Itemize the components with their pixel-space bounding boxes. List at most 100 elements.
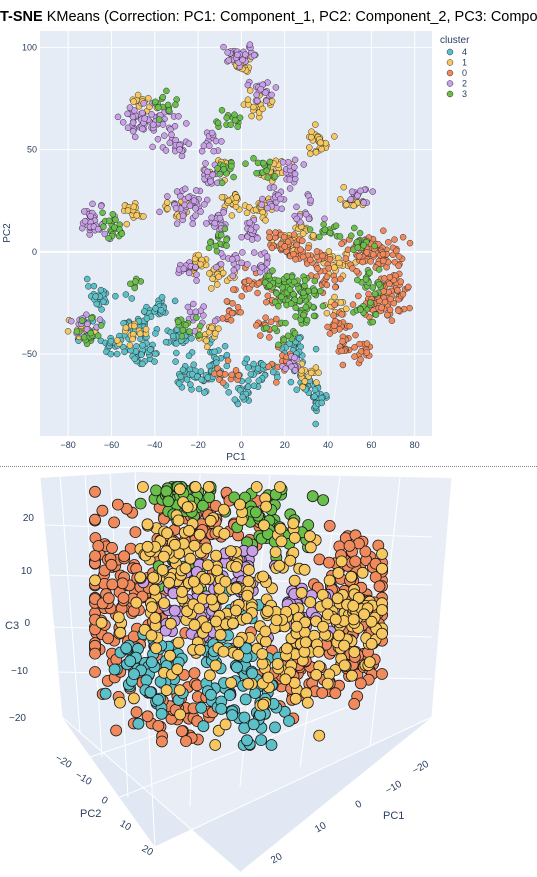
data-point[interactable] (78, 317, 86, 324)
3d-data-point[interactable] (155, 707, 168, 720)
data-point[interactable] (159, 121, 167, 128)
data-point[interactable] (64, 328, 72, 335)
data-point[interactable] (318, 399, 326, 407)
data-point[interactable] (195, 385, 203, 393)
data-point[interactable] (307, 369, 315, 377)
3d-data-point[interactable] (134, 571, 147, 584)
data-point[interactable] (190, 300, 197, 308)
3d-data-point[interactable] (257, 698, 270, 711)
data-point[interactable] (321, 226, 329, 234)
data-point[interactable] (369, 318, 377, 326)
data-point[interactable] (136, 330, 144, 337)
3d-data-point[interactable] (232, 648, 245, 661)
data-point[interactable] (250, 155, 257, 162)
data-point[interactable] (207, 178, 214, 185)
data-point[interactable] (190, 361, 197, 368)
3d-data-point[interactable] (323, 556, 335, 569)
data-point[interactable] (311, 277, 319, 285)
data-point[interactable] (242, 51, 249, 58)
data-point[interactable] (73, 328, 81, 335)
3d-data-point[interactable] (197, 720, 210, 733)
data-point[interactable] (263, 298, 270, 306)
3d-data-point[interactable] (105, 558, 118, 571)
data-point[interactable] (340, 183, 347, 191)
data-point[interactable] (301, 378, 309, 385)
data-point[interactable] (152, 305, 159, 312)
data-point[interactable] (351, 224, 358, 232)
3d-data-point[interactable] (316, 687, 329, 699)
3d-data-point[interactable] (181, 501, 194, 513)
data-point[interactable] (99, 209, 106, 217)
data-point[interactable] (271, 173, 279, 180)
data-point[interactable] (216, 370, 223, 377)
data-point[interactable] (254, 97, 261, 105)
data-point[interactable] (205, 244, 213, 252)
data-point[interactable] (123, 220, 131, 228)
data-point[interactable] (204, 168, 211, 176)
data-point[interactable] (185, 269, 193, 277)
3d-data-point[interactable] (173, 684, 186, 697)
data-point[interactable] (338, 311, 345, 318)
data-point[interactable] (197, 260, 204, 268)
data-point[interactable] (216, 214, 224, 222)
data-point[interactable] (323, 281, 331, 289)
data-point[interactable] (225, 389, 232, 396)
data-point[interactable] (293, 241, 300, 249)
3d-data-point[interactable] (195, 701, 208, 714)
data-point[interactable] (369, 284, 377, 291)
data-point[interactable] (106, 217, 113, 225)
3d-data-point[interactable] (273, 559, 286, 572)
3d-data-point[interactable] (270, 614, 283, 627)
data-point[interactable] (195, 251, 202, 259)
data-point[interactable] (223, 298, 231, 305)
data-point[interactable] (302, 210, 310, 218)
data-point[interactable] (172, 205, 180, 212)
data-point[interactable] (299, 383, 307, 391)
data-point[interactable] (184, 303, 192, 311)
data-point[interactable] (81, 217, 89, 225)
3d-data-point[interactable] (128, 668, 140, 681)
3d-data-point[interactable] (134, 497, 147, 510)
data-point[interactable] (367, 299, 374, 306)
3d-data-point[interactable] (338, 639, 351, 652)
data-point[interactable] (83, 275, 91, 283)
3d-data-point[interactable] (269, 721, 281, 734)
data-point[interactable] (163, 199, 171, 206)
3d-data-point[interactable] (348, 697, 361, 710)
data-point[interactable] (297, 246, 304, 253)
3d-data-point[interactable] (132, 717, 145, 730)
3d-data-point[interactable] (145, 656, 158, 669)
3d-data-point[interactable] (110, 724, 122, 737)
3d-data-point[interactable] (289, 692, 302, 705)
3d-data-point[interactable] (376, 668, 388, 680)
data-point[interactable] (219, 269, 227, 277)
data-point[interactable] (164, 193, 171, 200)
series-cluster-3[interactable] (73, 87, 384, 349)
3d-data-point[interactable] (129, 526, 142, 538)
data-point[interactable] (90, 282, 98, 290)
data-point[interactable] (299, 237, 306, 245)
data-point[interactable] (229, 300, 236, 307)
data-point[interactable] (254, 289, 261, 297)
data-point[interactable] (234, 400, 242, 408)
3d-data-point[interactable] (332, 629, 345, 642)
data-point[interactable] (309, 232, 317, 239)
3d-data-point[interactable] (193, 602, 206, 615)
3d-data-point[interactable] (130, 596, 143, 609)
data-point[interactable] (100, 298, 107, 306)
3d-data-point[interactable] (180, 735, 192, 748)
data-point[interactable] (224, 357, 232, 364)
3d-data-point[interactable] (257, 570, 270, 583)
data-point[interactable] (359, 258, 366, 266)
data-point[interactable] (311, 287, 318, 295)
data-point[interactable] (306, 256, 314, 264)
data-point[interactable] (203, 337, 210, 345)
data-point[interactable] (217, 231, 225, 239)
data-point[interactable] (93, 300, 100, 308)
3d-data-point[interactable] (89, 513, 101, 526)
3d-data-point[interactable] (171, 663, 184, 676)
3d-data-point[interactable] (106, 542, 118, 554)
data-point[interactable] (386, 280, 393, 288)
